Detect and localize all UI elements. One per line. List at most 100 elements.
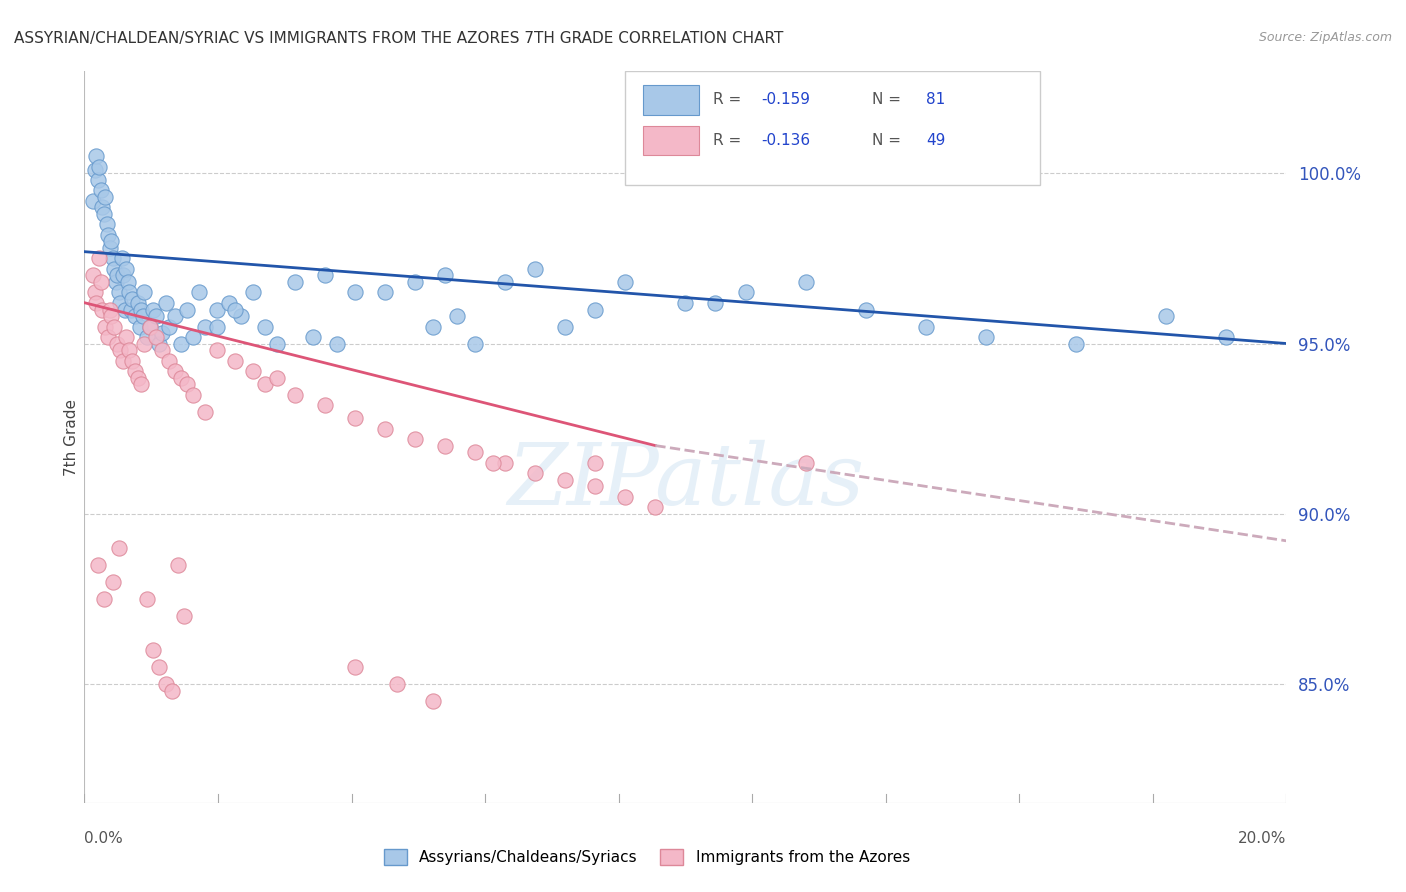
Point (374, 285, 396, 300)
Point (343, 659, 366, 673)
Text: R =: R = (713, 133, 747, 148)
Point (127, 370, 149, 384)
Point (152, 326, 174, 341)
Point (86, 558, 108, 572)
Point (194, 404, 217, 418)
Text: ZIPatlas: ZIPatlas (506, 440, 865, 523)
Point (94, 190, 117, 204)
Point (218, 295, 240, 310)
Point (112, 268, 135, 283)
Point (115, 261, 138, 276)
Point (134, 336, 156, 351)
Point (494, 456, 516, 470)
Point (524, 466, 547, 480)
Point (152, 343, 174, 358)
Point (253, 319, 276, 334)
Point (120, 302, 142, 317)
Point (583, 479, 606, 493)
Point (91, 302, 114, 317)
Point (160, 683, 183, 698)
Point (132, 310, 155, 324)
Point (121, 293, 143, 307)
Point (404, 275, 426, 289)
Point (343, 411, 366, 425)
Point (374, 421, 396, 435)
Point (110, 343, 132, 358)
Point (90, 183, 112, 197)
Point (554, 473, 576, 487)
Text: 20.0%: 20.0% (1239, 831, 1286, 846)
Point (97, 227, 120, 242)
Point (96, 218, 118, 232)
Point (124, 310, 146, 324)
Point (614, 490, 637, 504)
Point (224, 353, 246, 368)
Point (114, 302, 136, 317)
Point (583, 302, 606, 317)
Point (124, 364, 146, 378)
Point (145, 329, 167, 343)
Point (142, 642, 165, 657)
Point (84, 163, 107, 178)
Point (229, 310, 252, 324)
Text: N =: N = (872, 93, 905, 107)
Point (644, 500, 666, 514)
Point (284, 275, 307, 289)
Point (675, 295, 697, 310)
Text: N =: N = (872, 133, 905, 148)
Point (110, 295, 132, 310)
Point (107, 336, 129, 351)
Point (112, 353, 135, 368)
Point (166, 558, 188, 572)
Point (343, 285, 366, 300)
Point (855, 302, 877, 317)
Point (84, 285, 107, 300)
Point (194, 319, 217, 334)
Point (794, 456, 817, 470)
Point (86, 295, 108, 310)
Point (93, 207, 115, 221)
Text: R =: R = (713, 93, 747, 107)
Point (86, 173, 108, 187)
Point (93, 591, 115, 606)
Point (181, 329, 204, 343)
Point (117, 275, 139, 289)
Point (163, 310, 186, 324)
Point (131, 302, 153, 317)
Point (524, 261, 547, 276)
Point (100, 310, 122, 324)
Point (205, 319, 228, 334)
Text: 49: 49 (927, 133, 945, 148)
Point (915, 319, 938, 334)
Point (82, 194, 104, 208)
Point (98, 302, 121, 317)
Point (1215, 329, 1237, 343)
Point (157, 353, 180, 368)
Point (734, 285, 756, 300)
Point (704, 295, 727, 310)
Point (176, 377, 198, 392)
Point (205, 302, 228, 317)
Point (187, 285, 209, 300)
Point (284, 387, 307, 401)
Point (176, 302, 198, 317)
Point (446, 310, 468, 324)
Point (163, 364, 186, 378)
Point (173, 608, 195, 623)
Point (169, 370, 191, 384)
Point (139, 319, 162, 334)
Point (422, 694, 444, 708)
Legend: Assyrians/Chaldeans/Syriacs, Immigrants from the Azores: Assyrians/Chaldeans/Syriacs, Immigrants … (378, 843, 915, 871)
Point (974, 329, 997, 343)
Point (100, 235, 122, 249)
Point (118, 285, 141, 300)
Point (314, 268, 336, 283)
Point (118, 343, 141, 358)
Point (103, 252, 125, 266)
Point (1064, 336, 1087, 351)
Point (108, 541, 131, 555)
Text: 81: 81 (927, 93, 945, 107)
Point (205, 343, 228, 358)
Point (98, 241, 121, 255)
Point (111, 252, 134, 266)
